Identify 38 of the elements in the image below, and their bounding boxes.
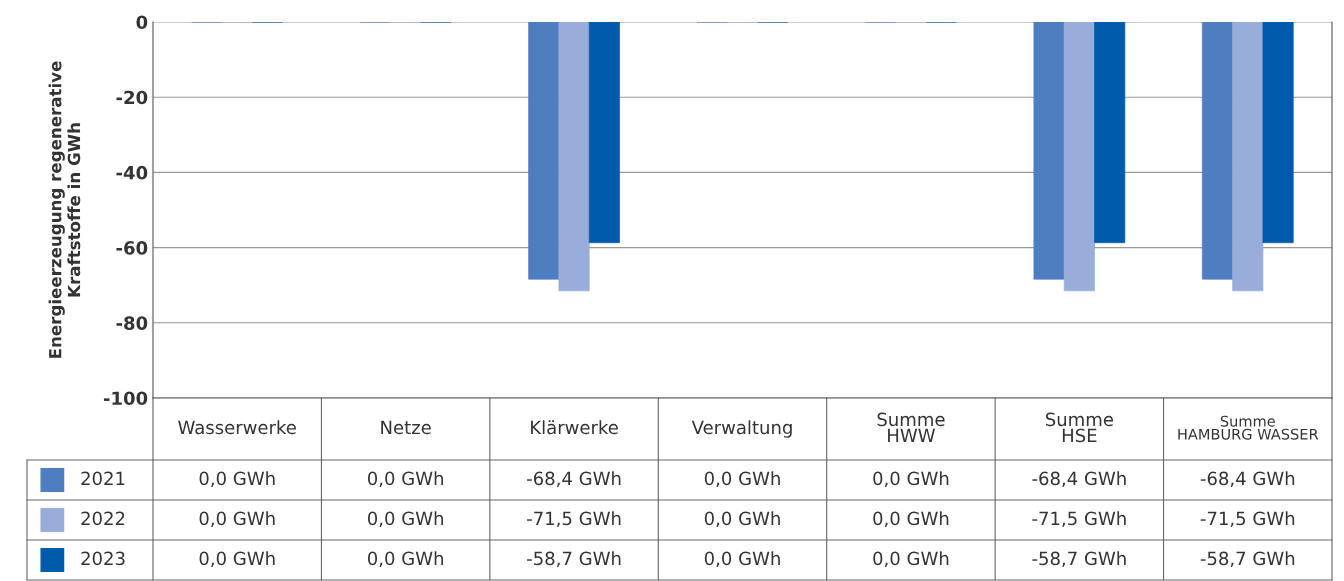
x-tick-label: Summe HAMBURG WASSER — [1178, 415, 1319, 440]
legend-label: 2023 — [81, 551, 125, 566]
x-tick-label: Wasserwerke — [178, 420, 296, 435]
data-label: 0,0 GWh — [704, 551, 780, 568]
data-label: 0,0 GWh — [873, 551, 949, 568]
x-tick-label: Klärwerke — [531, 420, 618, 435]
data-label: -68,4 GWh — [1200, 471, 1295, 488]
y-tick-label: -60 — [116, 241, 148, 255]
data-label: -71,5 GWh — [1200, 511, 1295, 528]
y-tick-label: -80 — [116, 316, 148, 330]
data-label: 0,0 GWh — [199, 511, 275, 528]
data-label: -58,7 GWh — [1200, 551, 1295, 568]
data-label: 0,0 GWh — [704, 511, 780, 528]
y-axis-title: Energieerzeugung regenerative Kraftstoffe in GWh — [48, 61, 81, 358]
data-label: -71,5 GWh — [1032, 511, 1126, 528]
x-tick-label: Netze — [381, 420, 431, 435]
data-label: 0,0 GWh — [367, 471, 443, 488]
data-label: -71,5 GWh — [527, 511, 621, 528]
data-label: 0,0 GWh — [704, 471, 780, 488]
y-tick-label: 0 — [136, 15, 148, 30]
data-label: 0,0 GWh — [873, 511, 949, 528]
data-label: 0,0 GWh — [199, 471, 275, 488]
x-tick-label: Summe HWW — [877, 412, 945, 443]
data-label: -58,7 GWh — [1032, 551, 1126, 568]
x-tick-label: Summe HSE — [1045, 412, 1113, 443]
data-label: 0,0 GWh — [199, 551, 275, 568]
data-label: 0,0 GWh — [367, 551, 443, 568]
y-tick-label: -100 — [103, 391, 148, 406]
data-label: -68,4 GWh — [1032, 471, 1126, 488]
y-tick-label: -40 — [116, 165, 148, 180]
data-label: 0,0 GWh — [367, 511, 443, 528]
x-tick-label: Verwaltung — [691, 420, 792, 438]
legend-label: 2022 — [81, 511, 125, 526]
y-tick-label: -20 — [116, 90, 148, 105]
legend-label: 2021 — [81, 471, 125, 486]
data-label: -58,7 GWh — [527, 551, 621, 568]
data-label: 0,0 GWh — [873, 471, 949, 488]
data-label: -68,4 GWh — [527, 471, 621, 488]
